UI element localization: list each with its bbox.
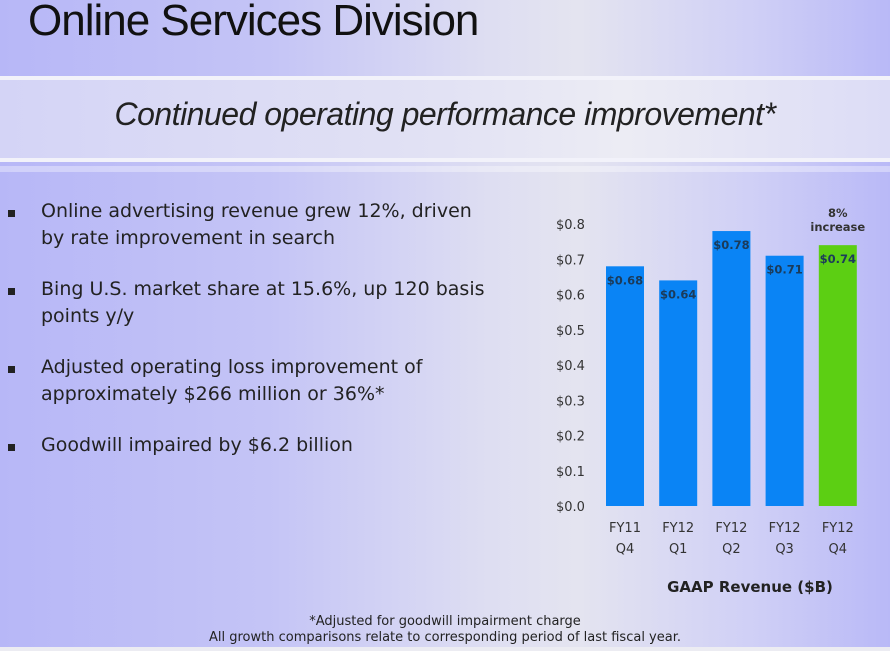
bar-data-label: $0.68 xyxy=(607,273,643,287)
bar-data-label: $0.74 xyxy=(820,252,856,266)
bullet-list: Online advertising revenue grew 12%, dri… xyxy=(0,198,520,483)
x-axis-title: GAAP Revenue ($B) xyxy=(667,578,833,596)
increase-annotation: increase xyxy=(810,220,865,234)
bullet-square-icon xyxy=(8,210,15,217)
slide-subtitle: Continued operating performance improvem… xyxy=(114,96,776,132)
x-tick-label: Q4 xyxy=(829,542,848,557)
x-tick-label: FY12 xyxy=(822,521,854,536)
x-tick-label: FY12 xyxy=(715,521,747,536)
y-tick-label: $0.3 xyxy=(556,394,585,409)
x-tick-label: FY11 xyxy=(609,521,641,536)
x-tick-label: FY12 xyxy=(662,521,694,536)
y-tick-label: $0.2 xyxy=(556,430,585,445)
bar-data-label: $0.78 xyxy=(713,238,749,252)
y-tick-label: $0.7 xyxy=(556,253,585,268)
bottom-strip xyxy=(0,647,890,651)
band-divider xyxy=(0,166,890,172)
y-tick-label: $0.1 xyxy=(556,465,585,480)
slide-title: Online Services Division xyxy=(28,0,479,45)
bar-data-label: $0.71 xyxy=(766,263,802,277)
bullet-text: Goodwill impaired by $6.2 billion xyxy=(41,434,353,456)
revenue-bar-chart: $0.0 $0.1 $0.2 $0.3 $0.4 $0.5 $0.6 $0.7 $0.8 $0.6… xyxy=(556,206,865,596)
bullet-text: Adjusted operating loss improvement of a… xyxy=(41,356,423,405)
x-tick-label: Q1 xyxy=(669,542,688,557)
bar xyxy=(712,231,751,507)
bar xyxy=(818,245,857,506)
bullet-item: Bing U.S. market share at 15.6%, up 120 … xyxy=(0,276,520,330)
footnote-adjusted: *Adjusted for goodwill impairment charge xyxy=(309,614,581,629)
bullet-text: Online advertising revenue grew 12%, dri… xyxy=(41,200,472,249)
y-tick-label: $0.0 xyxy=(556,500,585,515)
y-tick-label: $0.6 xyxy=(556,289,585,304)
footnote-growth: All growth comparisons relate to corresp… xyxy=(209,630,681,645)
bar xyxy=(659,280,698,506)
bullet-item: Online advertising revenue grew 12%, dri… xyxy=(0,198,520,252)
bullet-item: Goodwill impaired by $6.2 billion xyxy=(0,432,520,459)
y-tick-label: $0.5 xyxy=(556,324,585,339)
x-tick-label: FY12 xyxy=(769,521,801,536)
bullet-text: Bing U.S. market share at 15.6%, up 120 … xyxy=(41,278,485,327)
subtitle-band xyxy=(0,76,890,162)
y-tick-label: $0.4 xyxy=(556,359,585,374)
x-tick-label: Q4 xyxy=(616,542,635,557)
bullet-square-icon xyxy=(8,444,15,451)
x-tick-label: Q2 xyxy=(722,542,741,557)
bullet-item: Adjusted operating loss improvement of a… xyxy=(0,354,520,408)
bar xyxy=(765,255,804,506)
increase-annotation: 8% xyxy=(828,206,848,220)
x-tick-label: Q3 xyxy=(775,542,794,557)
bullet-square-icon xyxy=(8,288,15,295)
bar xyxy=(606,266,644,506)
y-tick-label: $0.8 xyxy=(556,218,585,233)
bullet-square-icon xyxy=(8,366,15,373)
bar-data-label: $0.64 xyxy=(660,287,696,301)
